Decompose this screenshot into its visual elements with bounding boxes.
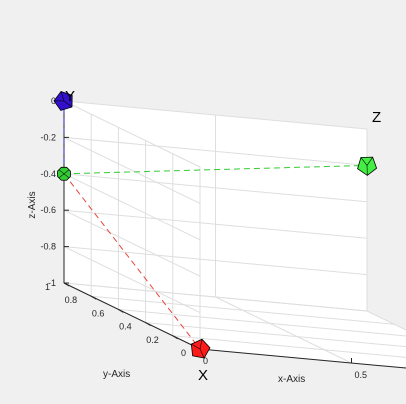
z-tick-label: -0.2: [40, 132, 56, 142]
point-label-y: Y: [65, 88, 75, 105]
point-label-z: Z: [372, 109, 381, 126]
y-tick-label: 0: [181, 348, 186, 358]
y-tick-label: 0.4: [119, 322, 132, 332]
origin-marker: [57, 166, 71, 181]
x-tick-label: 0.5: [355, 370, 368, 380]
grid-line-y: [118, 308, 406, 337]
grid-line-z: [63, 100, 201, 168]
arrowhead-marker-z: [357, 156, 378, 176]
connector-line-z: [63, 164, 368, 175]
grid-line-z: [63, 209, 201, 277]
y-tick-label: 1: [45, 282, 50, 292]
y-tick-label: 0.2: [146, 335, 159, 345]
y-tick-mark: [63, 282, 70, 287]
grid-line-z: [63, 136, 201, 204]
arrowhead-marker-x: [190, 338, 211, 359]
y-tick-mark: [145, 322, 151, 327]
z-tick-label: -0.6: [40, 205, 56, 215]
z-tick-label: -0.4: [40, 169, 56, 179]
arrowhead-marker-y: [53, 90, 73, 111]
x-tick-label: 0: [203, 356, 208, 366]
grid-line-y: [63, 282, 368, 312]
point-markers: [53, 90, 378, 359]
grid-line-y: [145, 322, 406, 348]
y-tick-mark: [118, 308, 124, 313]
y-axis-label: y-Axis: [103, 369, 130, 380]
point-label-x: X: [198, 367, 208, 384]
y-tick-label: 0.8: [65, 295, 78, 305]
grid-line-x: [366, 310, 406, 331]
grid-line-z: [63, 173, 201, 241]
z-axis-label: z-Axis: [27, 191, 38, 218]
connector-line-x: [63, 173, 201, 350]
grid-line-z: [63, 246, 201, 314]
x-axis-label: x-Axis: [278, 374, 305, 385]
z-tick-label: -1: [48, 278, 56, 288]
z-tick-label: -0.8: [40, 242, 56, 252]
y-tick-mark: [90, 295, 97, 300]
grid-line-y: [172, 335, 406, 358]
z-tick-label: 0: [51, 96, 56, 106]
y-tick-mark: [172, 335, 179, 340]
y-tick-label: 0.6: [92, 308, 105, 318]
dashed-connector-lines: [63, 101, 368, 350]
grid-line-y: [91, 295, 395, 325]
grid-line-x: [215, 296, 352, 364]
